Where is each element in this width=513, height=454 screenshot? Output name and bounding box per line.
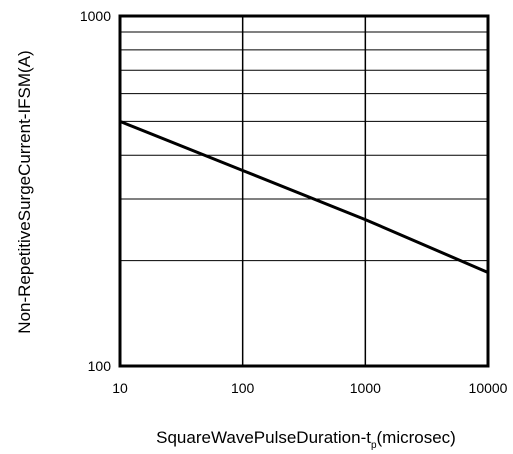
series bbox=[119, 120, 489, 274]
x-tick-label: 10000 bbox=[469, 380, 508, 396]
y-axis-label: Non-RepetitiveSurgeCurrent-IFSM(A) bbox=[15, 50, 34, 333]
x-tick-label: 10 bbox=[112, 380, 128, 396]
plot-frame bbox=[118, 14, 490, 368]
x-axis-label-text: SquareWavePulseDuration-t bbox=[156, 428, 371, 447]
x-tick-label: 100 bbox=[231, 380, 255, 396]
y-tick-label: 100 bbox=[88, 358, 112, 374]
x-axis-label-subscript: p bbox=[371, 440, 377, 451]
grid bbox=[120, 16, 488, 366]
series-line bbox=[119, 120, 489, 274]
x-tick-label: 1000 bbox=[350, 380, 381, 396]
x-axis-label-unit: (microsec) bbox=[377, 428, 456, 447]
x-axis-label: SquareWavePulseDuration-tp(microsec) bbox=[156, 428, 456, 451]
y-tick-label: 1000 bbox=[80, 8, 111, 24]
